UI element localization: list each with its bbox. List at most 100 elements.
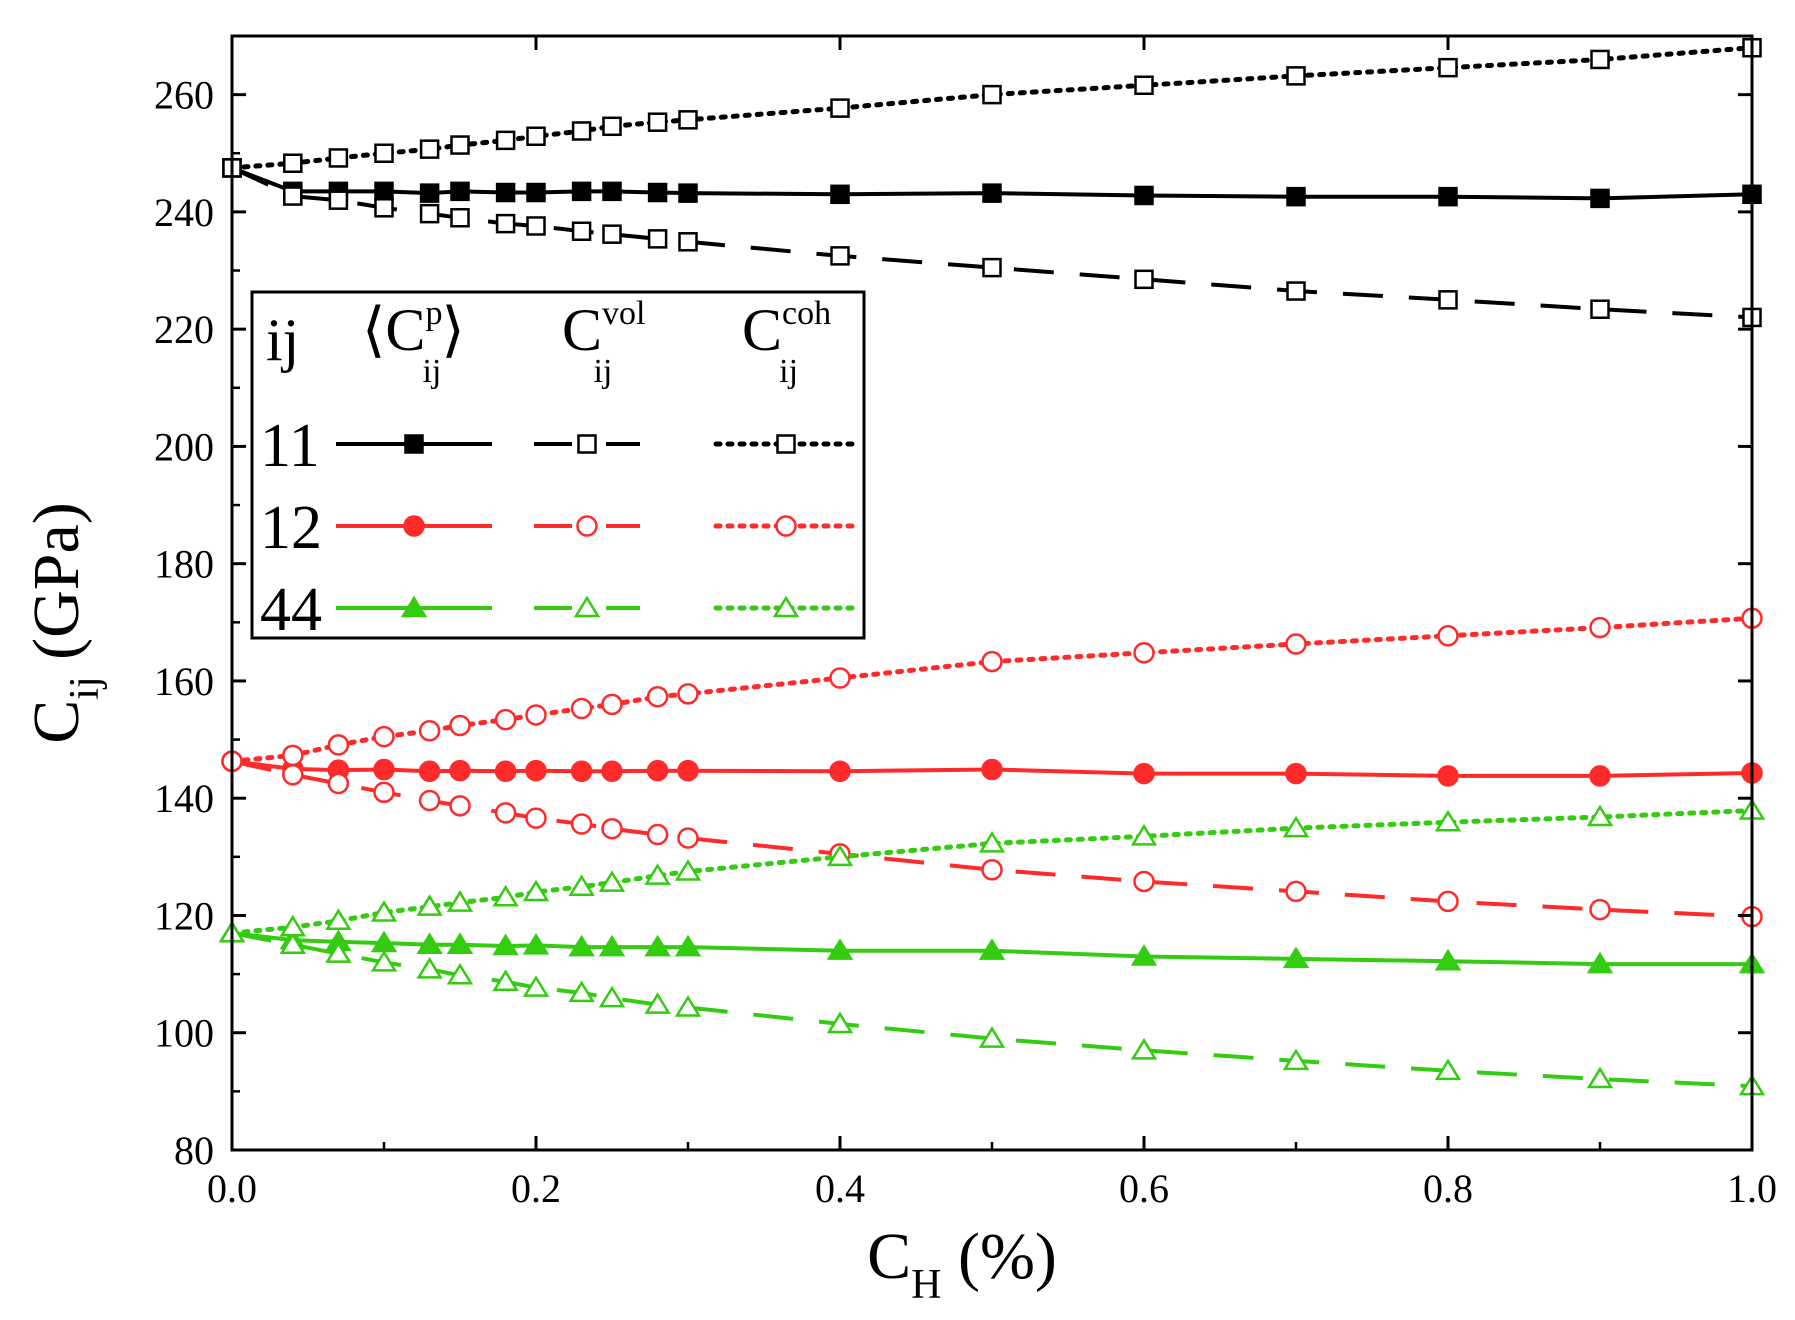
data-point-11-dotted-11 — [678, 110, 698, 130]
data-point-12-solid-12 — [829, 760, 851, 782]
data-point-11-dashed-14 — [1134, 269, 1154, 290]
data-point-44-dashed-8 — [568, 980, 595, 1003]
data-point-11-solid-13 — [982, 183, 1002, 203]
data-point-12-dotted-8 — [570, 697, 593, 720]
data-point-11-solid-6 — [495, 182, 516, 203]
data-point-12-dashed-8 — [570, 813, 593, 835]
data-point-44-dotted-16 — [1434, 809, 1462, 832]
data-point-44-dotted-14 — [1130, 823, 1158, 846]
data-point-12-solid-16 — [1437, 765, 1459, 787]
legend-box — [250, 290, 866, 640]
data-point-12-dotted-9 — [601, 693, 623, 716]
series-11-dotted — [222, 37, 1762, 178]
data-point-44-dashed-11 — [674, 995, 702, 1017]
series-44-dotted — [218, 798, 1766, 943]
data-point-12-dashed-7 — [525, 807, 547, 829]
data-point-12-dotted-13 — [981, 650, 1003, 673]
data-point-44-dotted-13 — [978, 830, 1006, 853]
data-point-12-solid-8 — [570, 760, 593, 782]
data-point-12-solid-9 — [601, 760, 623, 782]
data-point-44-dashed-2 — [325, 941, 352, 963]
data-point-44-dotted-7 — [522, 879, 550, 902]
y-tick-label: 200 — [154, 424, 214, 469]
x-axis-title: CH (%) — [867, 1220, 1057, 1308]
data-point-11-dashed-17 — [1590, 299, 1610, 319]
y-tick-label: 100 — [154, 1011, 214, 1056]
data-point-44-dashed-1 — [279, 932, 307, 955]
data-point-11-solid-5 — [450, 181, 470, 202]
data-point-11-dashed-13 — [982, 257, 1002, 278]
data-point-12-dotted-1 — [282, 744, 304, 767]
data-point-44-dotted-4 — [416, 894, 443, 916]
data-point-11-dotted-2 — [328, 148, 349, 168]
data-point-12-solid-11 — [677, 759, 699, 782]
series-11-solid — [222, 158, 1762, 209]
data-point-12-dashed-14 — [1133, 870, 1155, 893]
data-point-12-dotted-4 — [418, 720, 441, 742]
data-point-11-dashed-5 — [450, 208, 470, 228]
data-point-11-dotted-9 — [602, 116, 622, 137]
y-tick-label: 240 — [154, 190, 214, 235]
data-point-44-dotted-2 — [325, 908, 352, 931]
data-point-11-dotted-5 — [450, 135, 470, 155]
data-point-44-dotted-3 — [370, 900, 398, 922]
legend: ij ⟨Cp ij⟩ Cvol ij Ccoh ij 11 12 44 — [250, 290, 866, 644]
x-tick-label: 0.2 — [511, 1166, 561, 1211]
data-point-11-dotted-15 — [1286, 66, 1306, 86]
data-point-44-dashed-13 — [978, 1026, 1006, 1048]
data-point-11-solid-7 — [526, 182, 546, 203]
legend-marker-12-solid — [403, 515, 425, 537]
data-point-11-dotted-10 — [647, 112, 668, 132]
data-point-44-dashed-12 — [826, 1011, 854, 1034]
data-point-44-dashed-9 — [598, 985, 626, 1008]
data-point-44-dashed-17 — [1586, 1066, 1614, 1089]
data-point-11-solid-11 — [678, 183, 698, 203]
legend-row-label-11: 11 — [260, 412, 320, 480]
data-point-12-solid-4 — [418, 760, 441, 782]
data-point-12-dashed-9 — [601, 817, 623, 840]
series-layer — [218, 37, 1766, 1096]
legend-marker-11-dotted — [776, 434, 796, 454]
data-point-11-dashed-8 — [571, 221, 592, 241]
data-point-12-dashed-1 — [282, 764, 304, 786]
series-12-dotted — [221, 607, 1763, 773]
data-point-11-solid-9 — [602, 181, 622, 202]
data-point-12-solid-17 — [1589, 765, 1611, 787]
data-point-44-dotted-12 — [826, 844, 854, 867]
data-point-11-dashed-15 — [1286, 281, 1306, 301]
data-point-44-solid-16 — [1434, 948, 1462, 971]
data-point-12-dotted-3 — [373, 725, 395, 748]
x-tick-label: 0.4 — [815, 1166, 865, 1211]
legend-marker-11-solid — [404, 434, 424, 454]
data-point-44-solid-7 — [522, 932, 550, 955]
legend-header-ij: ij — [266, 307, 299, 373]
y-axis-title: Cij (GPa) — [20, 502, 108, 744]
data-point-11-dashed-3 — [374, 198, 394, 218]
data-point-44-dotted-10 — [644, 863, 671, 885]
data-point-44-dashed-7 — [522, 975, 550, 997]
legend-header-dashed: Cvol ij — [562, 295, 645, 390]
data-point-11-solid-16 — [1438, 186, 1458, 207]
data-point-11-dashed-16 — [1438, 290, 1458, 310]
data-point-12-dotted-15 — [1285, 633, 1307, 655]
series-line-12-dotted — [229, 615, 1755, 764]
data-point-11-solid-14 — [1134, 185, 1154, 206]
data-point-11-solid-8 — [571, 181, 592, 202]
data-point-44-dotted-9 — [598, 870, 626, 892]
legend-row-label-12: 12 — [260, 494, 322, 562]
data-point-12-dotted-12 — [829, 667, 851, 689]
data-point-11-dashed-1 — [283, 186, 303, 206]
data-point-44-dotted-17 — [1586, 804, 1614, 827]
data-point-12-dotted-10 — [646, 686, 669, 708]
data-point-11-dashed-11 — [678, 232, 698, 252]
data-point-11-dotted-13 — [982, 84, 1002, 105]
data-point-12-dashed-6 — [494, 802, 517, 824]
data-point-12-dashed-5 — [449, 795, 471, 817]
legend-marker-12-dotted — [775, 515, 797, 537]
y-tick-label: 180 — [154, 542, 214, 587]
data-point-12-dotted-2 — [327, 734, 350, 756]
data-point-44-solid-14 — [1130, 944, 1158, 966]
data-point-11-dotted-12 — [830, 98, 850, 118]
data-point-12-dashed-4 — [418, 789, 441, 812]
